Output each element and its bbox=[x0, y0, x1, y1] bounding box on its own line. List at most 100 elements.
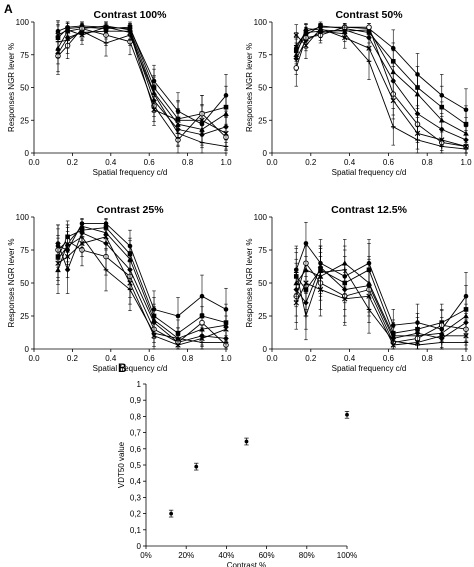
data-point bbox=[415, 342, 420, 348]
data-point bbox=[342, 267, 348, 273]
x-tick-label: 0.4 bbox=[344, 158, 356, 167]
y-tick-label: 50 bbox=[258, 279, 267, 288]
y-tick-label: 25 bbox=[20, 116, 29, 125]
x-tick-label: 60% bbox=[259, 551, 275, 560]
data-point bbox=[244, 439, 249, 444]
series bbox=[55, 23, 229, 154]
chart-contrast-25: Contrast 25% 0 25 50 75 100 0.0 0.2 0.4 0.6 0.8 1.0… bbox=[7, 204, 232, 373]
data-point bbox=[151, 91, 157, 97]
y-tick-label: 100 bbox=[16, 18, 30, 27]
data-point bbox=[223, 130, 229, 137]
y-tick-label: 25 bbox=[258, 116, 267, 125]
data-point bbox=[55, 39, 61, 44]
series bbox=[293, 23, 469, 154]
y-tick-label: 75 bbox=[20, 246, 29, 255]
panel-label-b: B bbox=[118, 361, 127, 375]
data-point bbox=[79, 28, 85, 34]
y-tick-label: 75 bbox=[20, 51, 29, 60]
series-line bbox=[295, 30, 467, 150]
chart-title: Contrast 100% bbox=[94, 9, 168, 21]
x-tick-label: 40% bbox=[218, 551, 234, 560]
data-point bbox=[199, 340, 205, 345]
chart-contrast-12-5: Contrast 12.5% 0 25 50 75 100 0.0 0.2 0.4 0.6 0.8 1… bbox=[245, 204, 472, 373]
x-tick-label: 0.0 bbox=[28, 354, 40, 363]
data-point bbox=[390, 97, 396, 104]
y-axis-label: Responses NGR lever % bbox=[7, 239, 16, 328]
data-point bbox=[366, 24, 372, 30]
x-tick-label: 0.0 bbox=[28, 158, 40, 167]
data-point bbox=[439, 144, 445, 149]
y-tick-label: 100 bbox=[254, 18, 268, 27]
data-point bbox=[103, 234, 109, 240]
y-tick-label: 0,4 bbox=[130, 477, 142, 486]
y-tick-label: 25 bbox=[20, 312, 29, 321]
y-tick-label: 0,3 bbox=[130, 493, 142, 502]
y-axis-label: Responses NGR lever % bbox=[245, 239, 254, 328]
y-tick-label: 0,1 bbox=[130, 526, 142, 535]
x-tick-label: 0.0 bbox=[266, 158, 278, 167]
y-tick-label: 0 bbox=[137, 542, 142, 551]
data-point bbox=[414, 91, 421, 97]
x-tick-label: 0.6 bbox=[383, 354, 395, 363]
data-point bbox=[345, 412, 349, 417]
x-tick-label: 0.4 bbox=[344, 354, 356, 363]
series-line bbox=[57, 26, 227, 134]
data-point bbox=[175, 313, 181, 319]
data-point bbox=[439, 340, 445, 345]
x-tick-label: 0.2 bbox=[305, 354, 317, 363]
x-tick-label: 1.0 bbox=[220, 158, 232, 167]
series-line bbox=[295, 26, 467, 111]
x-axis-label: Spatial frequency c/d bbox=[332, 364, 407, 373]
data-point bbox=[303, 42, 309, 49]
y-tick-label: 0,8 bbox=[130, 412, 142, 421]
x-tick-label: 0.2 bbox=[67, 354, 79, 363]
data-point bbox=[127, 287, 133, 292]
y-tick-label: 0 bbox=[263, 345, 268, 354]
y-axis-label: VDT50 value bbox=[117, 441, 126, 488]
data-point bbox=[151, 330, 157, 336]
data-point bbox=[415, 137, 420, 143]
chart-contrast-50: Contrast 50% 0 25 50 75 100 0.0 0.2 0.4 0.6 0.8 1.0… bbox=[245, 9, 472, 177]
series bbox=[55, 225, 229, 350]
x-tick-label: 0.6 bbox=[144, 158, 156, 167]
data-point bbox=[293, 300, 299, 306]
x-tick-label: 0.8 bbox=[422, 158, 434, 167]
y-axis-label: Responses NGR lever % bbox=[245, 43, 254, 132]
series-line bbox=[295, 28, 467, 134]
series bbox=[293, 23, 469, 132]
x-tick-label: 100% bbox=[337, 551, 357, 560]
x-tick-label: 0.8 bbox=[182, 158, 194, 167]
series-line bbox=[57, 25, 227, 125]
y-tick-label: 0 bbox=[263, 149, 268, 158]
data-point bbox=[199, 319, 205, 326]
panel-label-a: A bbox=[4, 2, 13, 16]
data-point bbox=[223, 326, 229, 332]
x-axis-label: Spatial frequency c/d bbox=[332, 168, 407, 177]
x-tick-label: 1.0 bbox=[460, 158, 472, 167]
x-tick-label: 0.2 bbox=[67, 158, 79, 167]
series bbox=[293, 245, 469, 350]
data-point bbox=[175, 336, 181, 341]
y-tick-label: 50 bbox=[20, 279, 29, 288]
x-tick-label: 0.0 bbox=[266, 354, 278, 363]
y-tick-label: 75 bbox=[258, 51, 267, 60]
x-tick-label: 0.4 bbox=[105, 354, 117, 363]
x-tick-label: 0% bbox=[140, 551, 152, 560]
data-point bbox=[463, 340, 469, 345]
y-tick-label: 75 bbox=[258, 246, 267, 255]
data-point bbox=[103, 24, 109, 30]
data-point bbox=[194, 464, 199, 469]
y-tick-label: 25 bbox=[258, 312, 267, 321]
data-point bbox=[366, 307, 372, 312]
data-point bbox=[390, 338, 396, 344]
data-point bbox=[463, 146, 469, 152]
data-point bbox=[199, 117, 205, 123]
chart-title: Contrast 50% bbox=[335, 9, 403, 21]
data-point bbox=[293, 65, 300, 71]
x-tick-label: 0.2 bbox=[305, 158, 317, 167]
x-tick-label: 1.0 bbox=[460, 354, 472, 363]
data-point bbox=[342, 31, 348, 37]
x-tick-label: 0.8 bbox=[182, 354, 194, 363]
y-tick-label: 100 bbox=[16, 213, 30, 222]
y-tick-label: 50 bbox=[258, 84, 267, 93]
